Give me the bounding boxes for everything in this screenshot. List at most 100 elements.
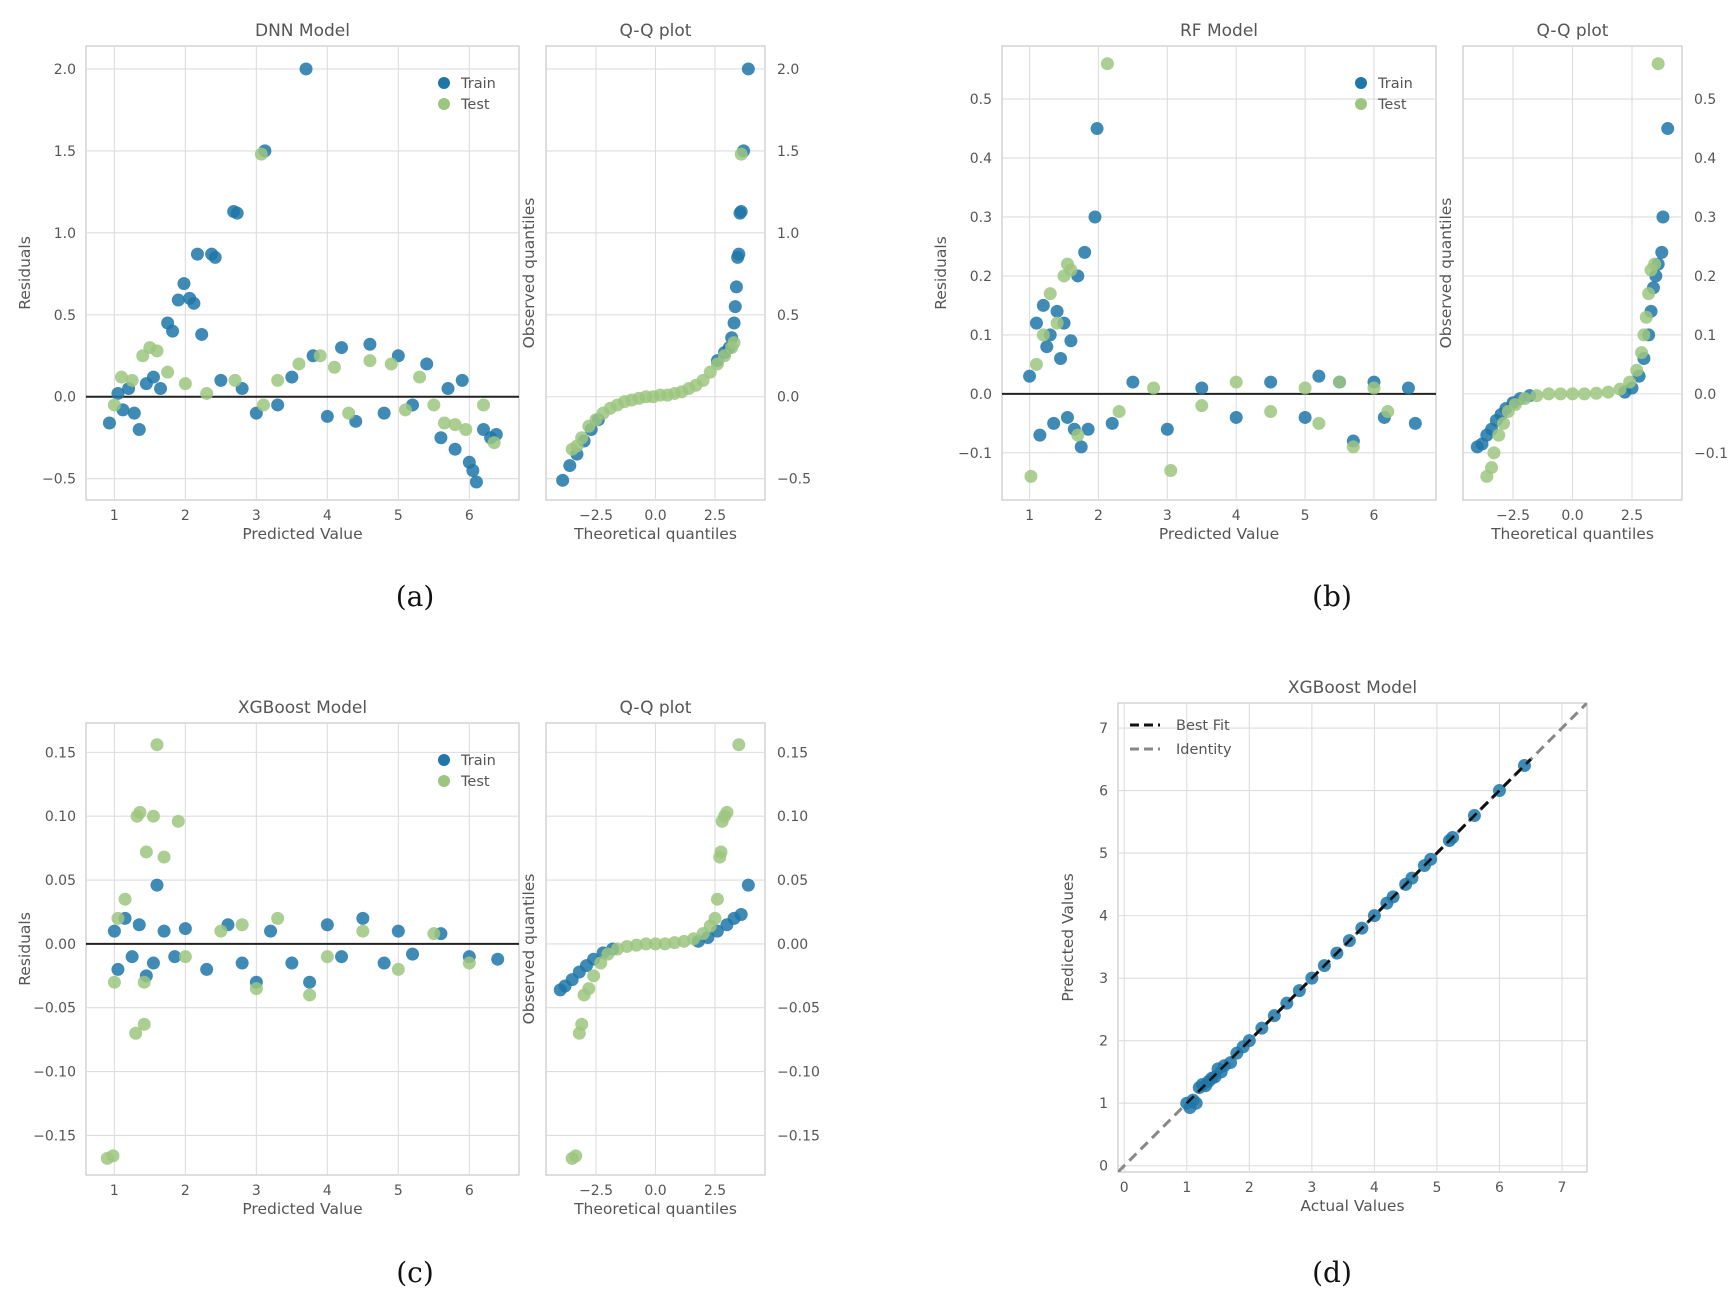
data-point-test xyxy=(1036,328,1050,342)
data-point-train xyxy=(1029,316,1043,330)
legend-label: Identity xyxy=(1176,742,1232,758)
chart-title: Q-Q plot xyxy=(620,698,692,718)
data-point-test xyxy=(1554,387,1568,401)
data-point-test xyxy=(668,936,682,950)
x-axis-label: Predicted Value xyxy=(242,1200,362,1218)
data-point-test xyxy=(1346,440,1360,454)
y-tick-label: 0.00 xyxy=(45,937,76,953)
y-tick-label: 0.15 xyxy=(45,745,76,761)
data-point-train xyxy=(230,206,244,220)
data-point-test xyxy=(1589,386,1603,400)
data-point-test xyxy=(106,1149,120,1163)
chart-a-q-q-plot: −2.5 0.0 2.5 −0.5 0.0 0.5 1.0 1.5 2.0 Q-Q plot The… xyxy=(520,21,811,543)
data-point-train xyxy=(391,924,405,938)
data-point-train xyxy=(146,956,160,970)
x-tick-label: 5 xyxy=(394,508,403,524)
chart-b-rf-model: 1 2 3 4 5 6 −0.1 0.0 0.1 0.2 0.3 0.4 0.5 RF Model Pred… xyxy=(932,21,1437,543)
x-tick-label: 0.0 xyxy=(1561,508,1583,524)
data-point-train xyxy=(1078,245,1092,259)
y-tick-label: 0.15 xyxy=(777,745,808,761)
data-point-test xyxy=(228,373,242,387)
data-point-test xyxy=(649,937,662,951)
data-point-test xyxy=(427,398,441,412)
data-point-test xyxy=(118,892,132,906)
data-point-test xyxy=(620,939,634,953)
plot-area xyxy=(85,722,520,1176)
data-point-test xyxy=(384,357,398,371)
data-point-test xyxy=(125,373,139,387)
data-point-train xyxy=(1060,410,1074,424)
data-point-train xyxy=(728,300,742,314)
legend-marker-train xyxy=(1355,77,1367,89)
x-tick-label: 5 xyxy=(1301,508,1310,524)
data-point-train xyxy=(111,962,125,976)
legend-label: Best Fit xyxy=(1176,718,1230,734)
data-point-train xyxy=(125,950,139,964)
data-point-train xyxy=(335,341,349,355)
y-tick-label: 0.2 xyxy=(970,269,992,285)
data-point-train xyxy=(406,947,420,961)
y-tick-label: 1.5 xyxy=(54,144,76,160)
x-axis-label: Predicted Value xyxy=(1159,525,1279,543)
data-point-train xyxy=(271,398,285,412)
y-tick-label: 0.1 xyxy=(1694,328,1716,344)
data-point-test xyxy=(732,738,746,752)
y-tick-label: −0.1 xyxy=(1694,446,1728,462)
y-axis-label: Observed quantiles xyxy=(520,198,538,349)
data-point-test xyxy=(249,982,263,996)
y-axis-label: Residuals xyxy=(16,912,34,986)
y-tick-label: 0.10 xyxy=(777,809,808,825)
data-point-test xyxy=(356,924,370,938)
data-point-test xyxy=(1613,382,1627,396)
data-point-test xyxy=(256,398,270,412)
x-tick-label: 5 xyxy=(394,1183,403,1199)
data-point-train xyxy=(168,950,182,964)
data-point-test xyxy=(391,962,405,976)
data-point-train xyxy=(377,956,391,970)
y-tick-label: 2 xyxy=(1099,1034,1108,1050)
data-point-train xyxy=(727,316,741,330)
x-tick-label: 0 xyxy=(1120,1180,1129,1196)
data-point-train xyxy=(132,918,146,932)
data-point-test xyxy=(1630,363,1644,377)
data-point-train xyxy=(434,431,448,445)
y-tick-label: 0.3 xyxy=(970,210,992,226)
x-tick-label: 6 xyxy=(1370,508,1379,524)
y-axis-label: Residuals xyxy=(16,236,34,310)
data-point-train xyxy=(208,250,222,264)
y-tick-label: −0.10 xyxy=(777,1065,820,1081)
data-point-test xyxy=(1487,446,1501,460)
data-point-train xyxy=(356,911,370,925)
y-tick-label: −0.5 xyxy=(42,472,76,488)
data-point-train xyxy=(1661,122,1675,136)
points-group xyxy=(1118,703,1587,1172)
data-point-test xyxy=(129,1026,143,1040)
panel-caption: (c) xyxy=(396,1256,434,1289)
data-point-train xyxy=(1033,428,1047,442)
x-tick-label: 7 xyxy=(1558,1180,1567,1196)
data-point-test xyxy=(1639,310,1653,324)
data-point-test xyxy=(1651,57,1665,71)
chart-c-q-q-plot: −2.5 0.0 2.5 −0.15 −0.10 −0.05 0.00 0.05 0.10 0.1… xyxy=(520,698,820,1218)
data-point-test xyxy=(235,918,249,932)
data-point-train xyxy=(1298,410,1312,424)
x-tick-label: 0.0 xyxy=(644,508,666,524)
x-axis-label: Predicted Value xyxy=(242,525,362,543)
y-tick-label: 0.4 xyxy=(1694,151,1716,167)
data-point-train xyxy=(107,924,121,938)
data-point-test xyxy=(1530,389,1544,403)
data-point-train xyxy=(171,293,185,307)
data-point-train xyxy=(1312,369,1326,383)
data-point-test xyxy=(575,431,589,445)
x-tick-label: 3 xyxy=(252,1183,261,1199)
legend: Train Test xyxy=(438,753,496,790)
data-point-train xyxy=(1036,298,1050,312)
x-tick-label: 2.5 xyxy=(704,1183,726,1199)
data-point-test xyxy=(1635,346,1649,360)
legend-label: Train xyxy=(460,753,496,769)
y-tick-label: −0.10 xyxy=(33,1065,76,1081)
data-point-test xyxy=(271,911,285,925)
data-point-train xyxy=(1160,422,1174,436)
x-tick-label: 2.5 xyxy=(1621,508,1643,524)
data-point-test xyxy=(161,365,175,379)
